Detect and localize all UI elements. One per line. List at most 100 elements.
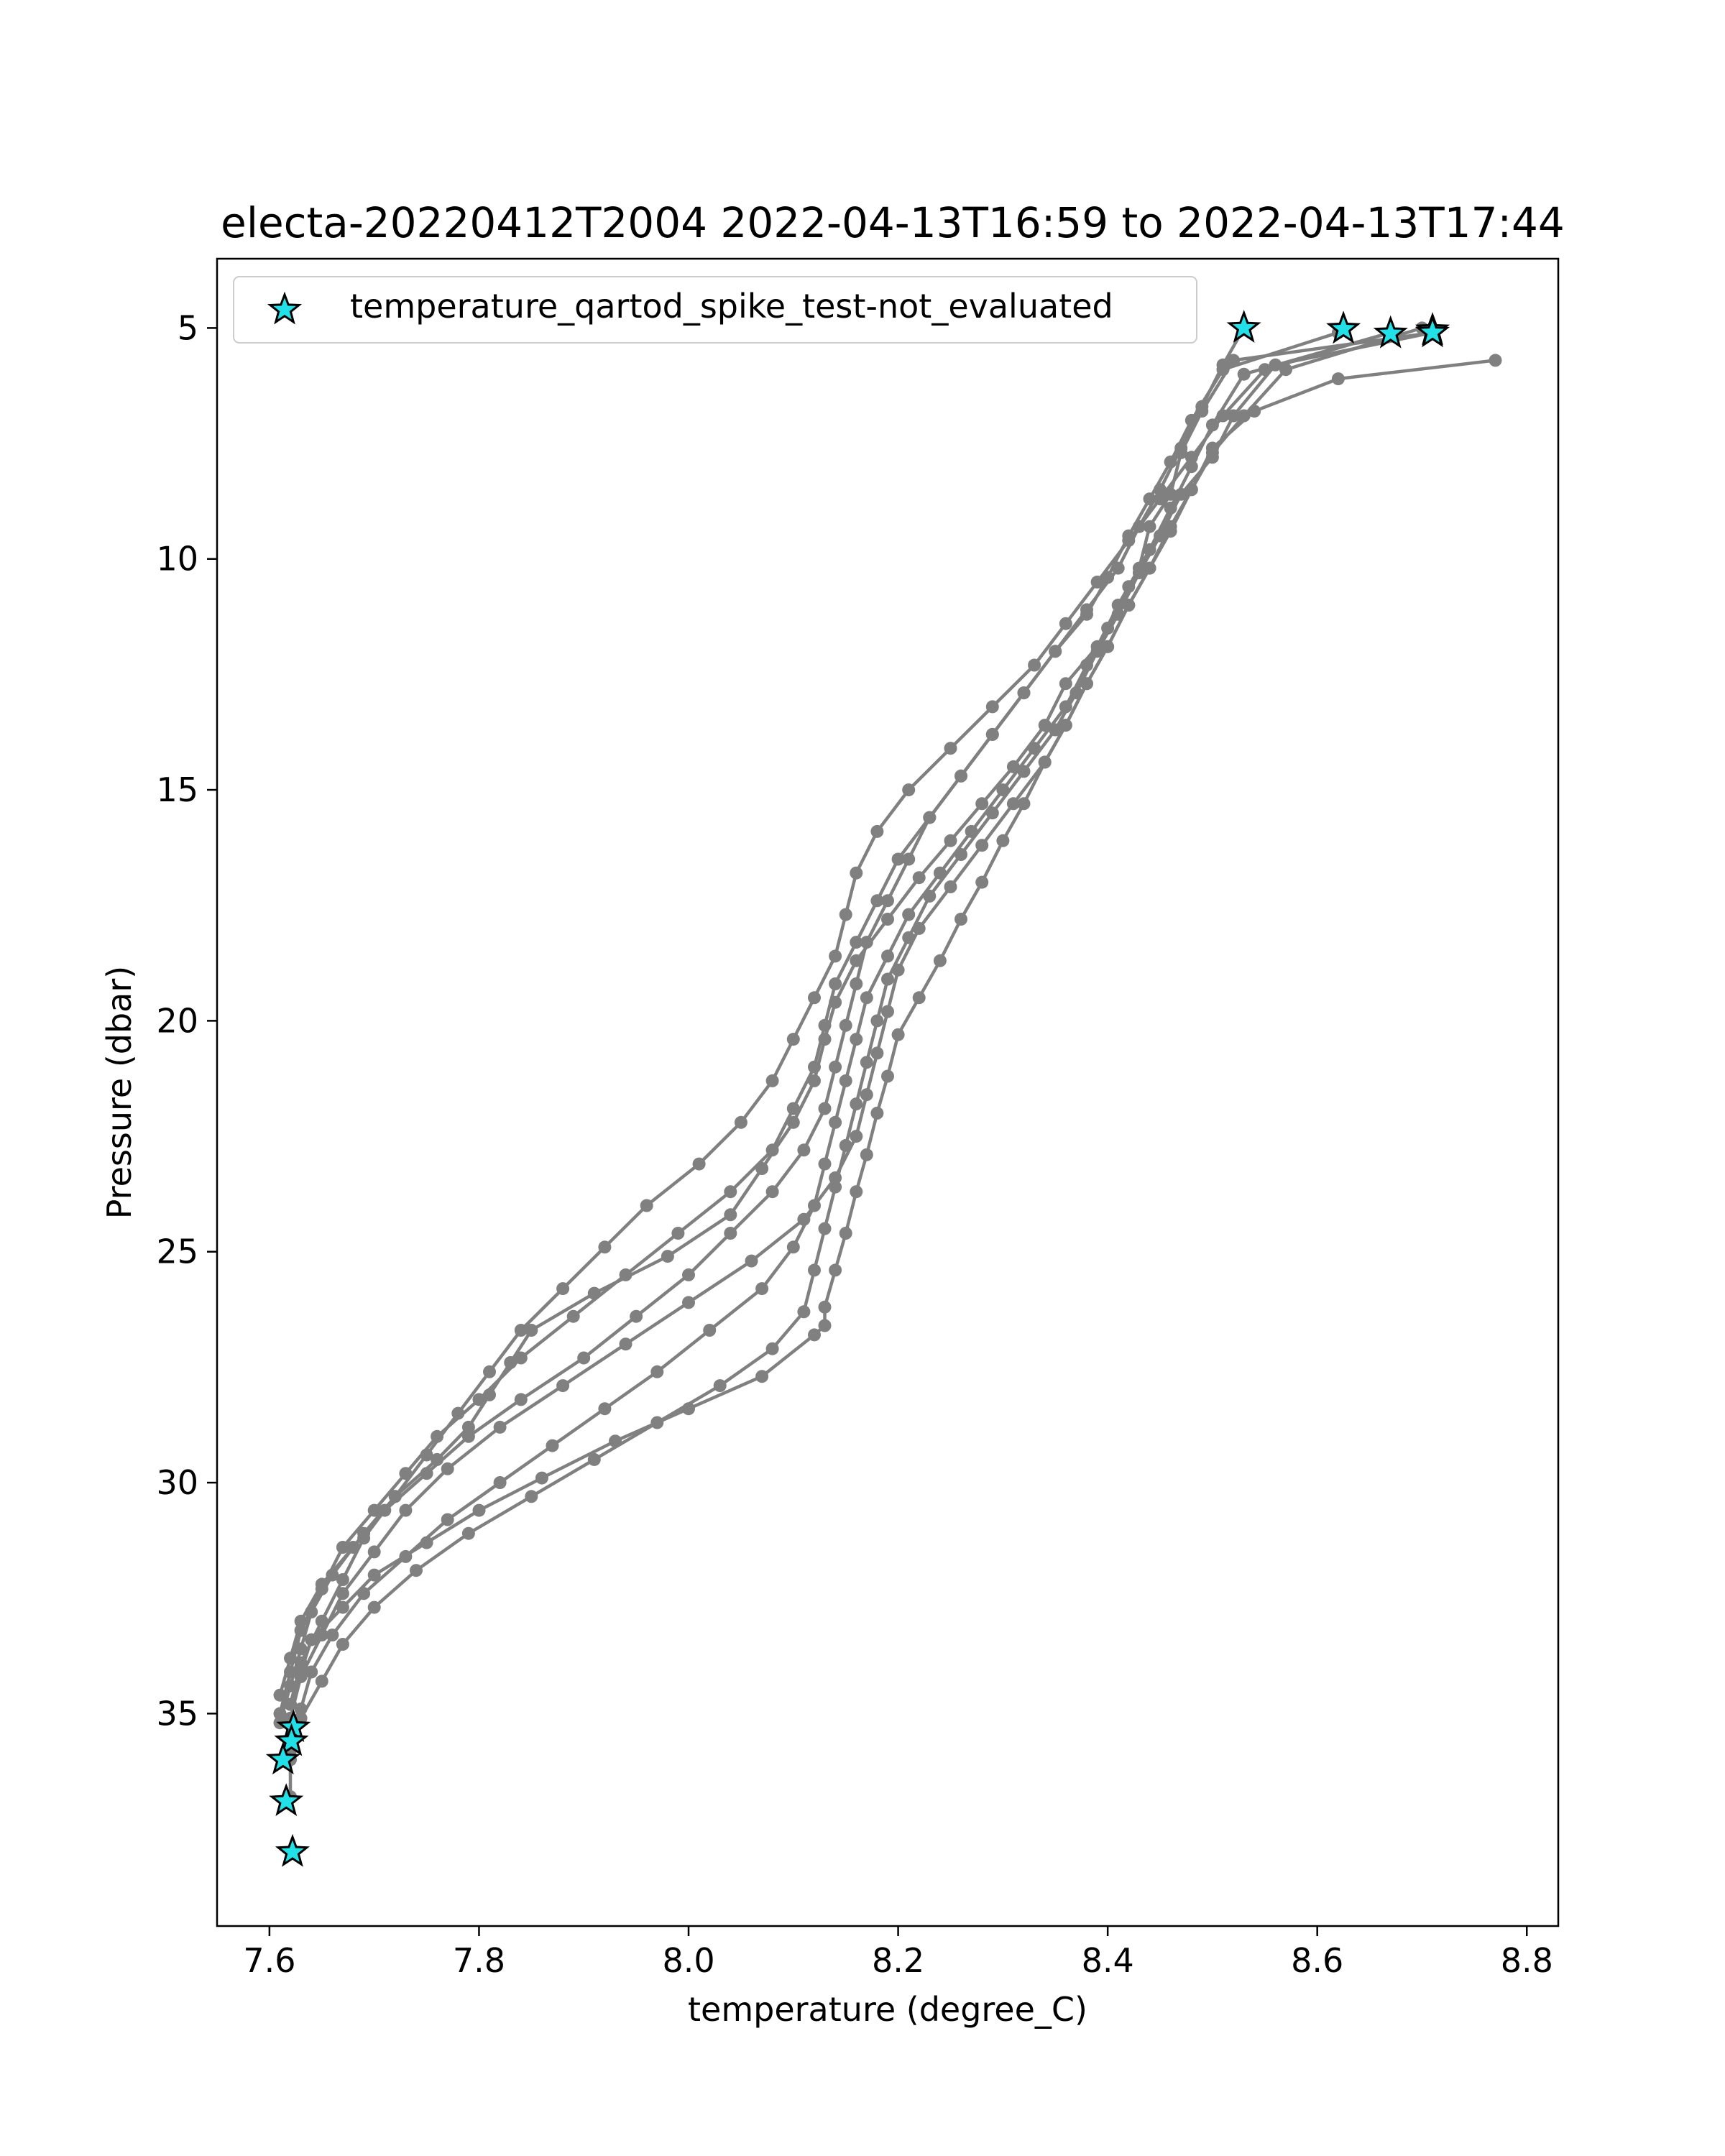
profile-point	[1216, 409, 1230, 423]
profile-point	[273, 1707, 287, 1720]
profile-point	[829, 1263, 842, 1277]
y-axis-label: Pressure (dbar)	[100, 966, 139, 1219]
profile-point	[556, 1379, 570, 1393]
profile-point	[975, 875, 989, 889]
profile-point	[881, 972, 894, 986]
flagged-star-point	[274, 1723, 309, 1756]
profile-point	[493, 1420, 507, 1434]
profile-point	[1132, 566, 1146, 579]
y-tick-label: 20	[156, 1001, 198, 1040]
profile-point	[912, 871, 926, 885]
profile-point	[881, 949, 894, 963]
profile-point	[860, 936, 873, 949]
y-tick-label: 5	[178, 308, 198, 347]
x-tick-label: 8.4	[1082, 1941, 1134, 1980]
profile-point	[1143, 520, 1156, 533]
profile-point	[902, 852, 916, 866]
profile-point	[640, 1199, 653, 1212]
profile-point	[818, 1018, 832, 1032]
profile-point	[891, 1028, 905, 1041]
profile-point	[797, 1305, 811, 1319]
profile-point	[514, 1324, 528, 1337]
legend: temperature_qartod_spike_test-not_evalua…	[233, 276, 1197, 344]
profile-point	[808, 1074, 821, 1087]
profile-point	[786, 1240, 800, 1254]
profile-point	[630, 1309, 643, 1323]
profile-point	[367, 1600, 381, 1614]
profile-point	[734, 1115, 748, 1129]
profile-point	[975, 839, 989, 852]
profile-point	[535, 1471, 548, 1485]
y-tick-label: 25	[156, 1233, 198, 1271]
profile-point	[609, 1434, 622, 1448]
profile-point	[765, 1143, 779, 1157]
plot-area	[265, 310, 1502, 1867]
profile-point	[587, 1452, 601, 1466]
profile-point	[724, 1185, 737, 1199]
profile-point	[797, 1212, 811, 1226]
x-tick-label: 8.0	[662, 1941, 714, 1980]
profile-point	[566, 1309, 580, 1323]
profile-point	[1195, 400, 1209, 413]
profile-point	[493, 1476, 507, 1489]
legend-box	[233, 276, 1197, 344]
flagged-star-point	[1226, 310, 1261, 343]
profile-point	[818, 1319, 832, 1332]
profile-point	[860, 1056, 873, 1069]
profile-point	[850, 954, 863, 967]
profile-point	[912, 991, 926, 1005]
profile-point	[860, 1088, 873, 1102]
profile-point	[713, 1379, 727, 1393]
profile-point	[944, 880, 957, 893]
x-axis-label: temperature (degree_C)	[688, 1990, 1087, 2029]
profile-point	[336, 1573, 349, 1586]
profile-point	[1279, 363, 1292, 377]
profile-point	[336, 1638, 349, 1651]
profile-point	[1038, 755, 1052, 769]
profile-point	[881, 1005, 894, 1018]
flagged-star-point	[1326, 310, 1361, 344]
profile-point	[692, 1157, 706, 1171]
x-tick-label: 7.6	[243, 1941, 295, 1980]
x-tick-label: 8.6	[1291, 1941, 1343, 1980]
legend-label: temperature_qartod_spike_test-not_evalua…	[350, 287, 1113, 326]
profile-point	[441, 1462, 454, 1475]
profile-point	[902, 908, 916, 921]
profile-point	[829, 1115, 842, 1129]
profile-point	[850, 1033, 863, 1046]
profile-point	[1059, 617, 1072, 630]
profile-point	[525, 1324, 538, 1337]
profile-point	[546, 1439, 559, 1452]
profile-point	[336, 1587, 349, 1600]
profile-point	[1059, 677, 1072, 691]
flagged-points	[265, 310, 1450, 1867]
profile-point	[525, 1490, 538, 1503]
profile-point	[954, 848, 967, 861]
profile-point	[1049, 645, 1062, 658]
profile-point	[461, 1420, 475, 1434]
profile-point	[1122, 599, 1136, 612]
profile-point	[985, 806, 999, 820]
y-tick-label: 15	[156, 770, 198, 809]
profile-point	[797, 1143, 811, 1157]
profile-point	[367, 1568, 381, 1582]
profile-point	[850, 936, 863, 949]
profile-point	[850, 977, 863, 990]
profile-point	[682, 1402, 695, 1416]
profile-point	[1049, 723, 1062, 737]
legend-star-marker	[267, 291, 303, 325]
profile-point	[933, 954, 947, 967]
profile-point	[870, 824, 884, 838]
profile-point	[598, 1402, 612, 1416]
profile-point	[996, 834, 1010, 847]
profile-line	[288, 331, 1392, 1705]
profile-point	[336, 1600, 349, 1614]
profile-point	[891, 963, 905, 977]
profile-point	[431, 1429, 444, 1443]
profile-point	[870, 894, 884, 908]
profile-point	[388, 1490, 402, 1503]
profile-point	[724, 1227, 737, 1240]
profile-point	[786, 1033, 800, 1046]
profile-point	[985, 700, 999, 714]
profile-point	[1205, 446, 1219, 459]
